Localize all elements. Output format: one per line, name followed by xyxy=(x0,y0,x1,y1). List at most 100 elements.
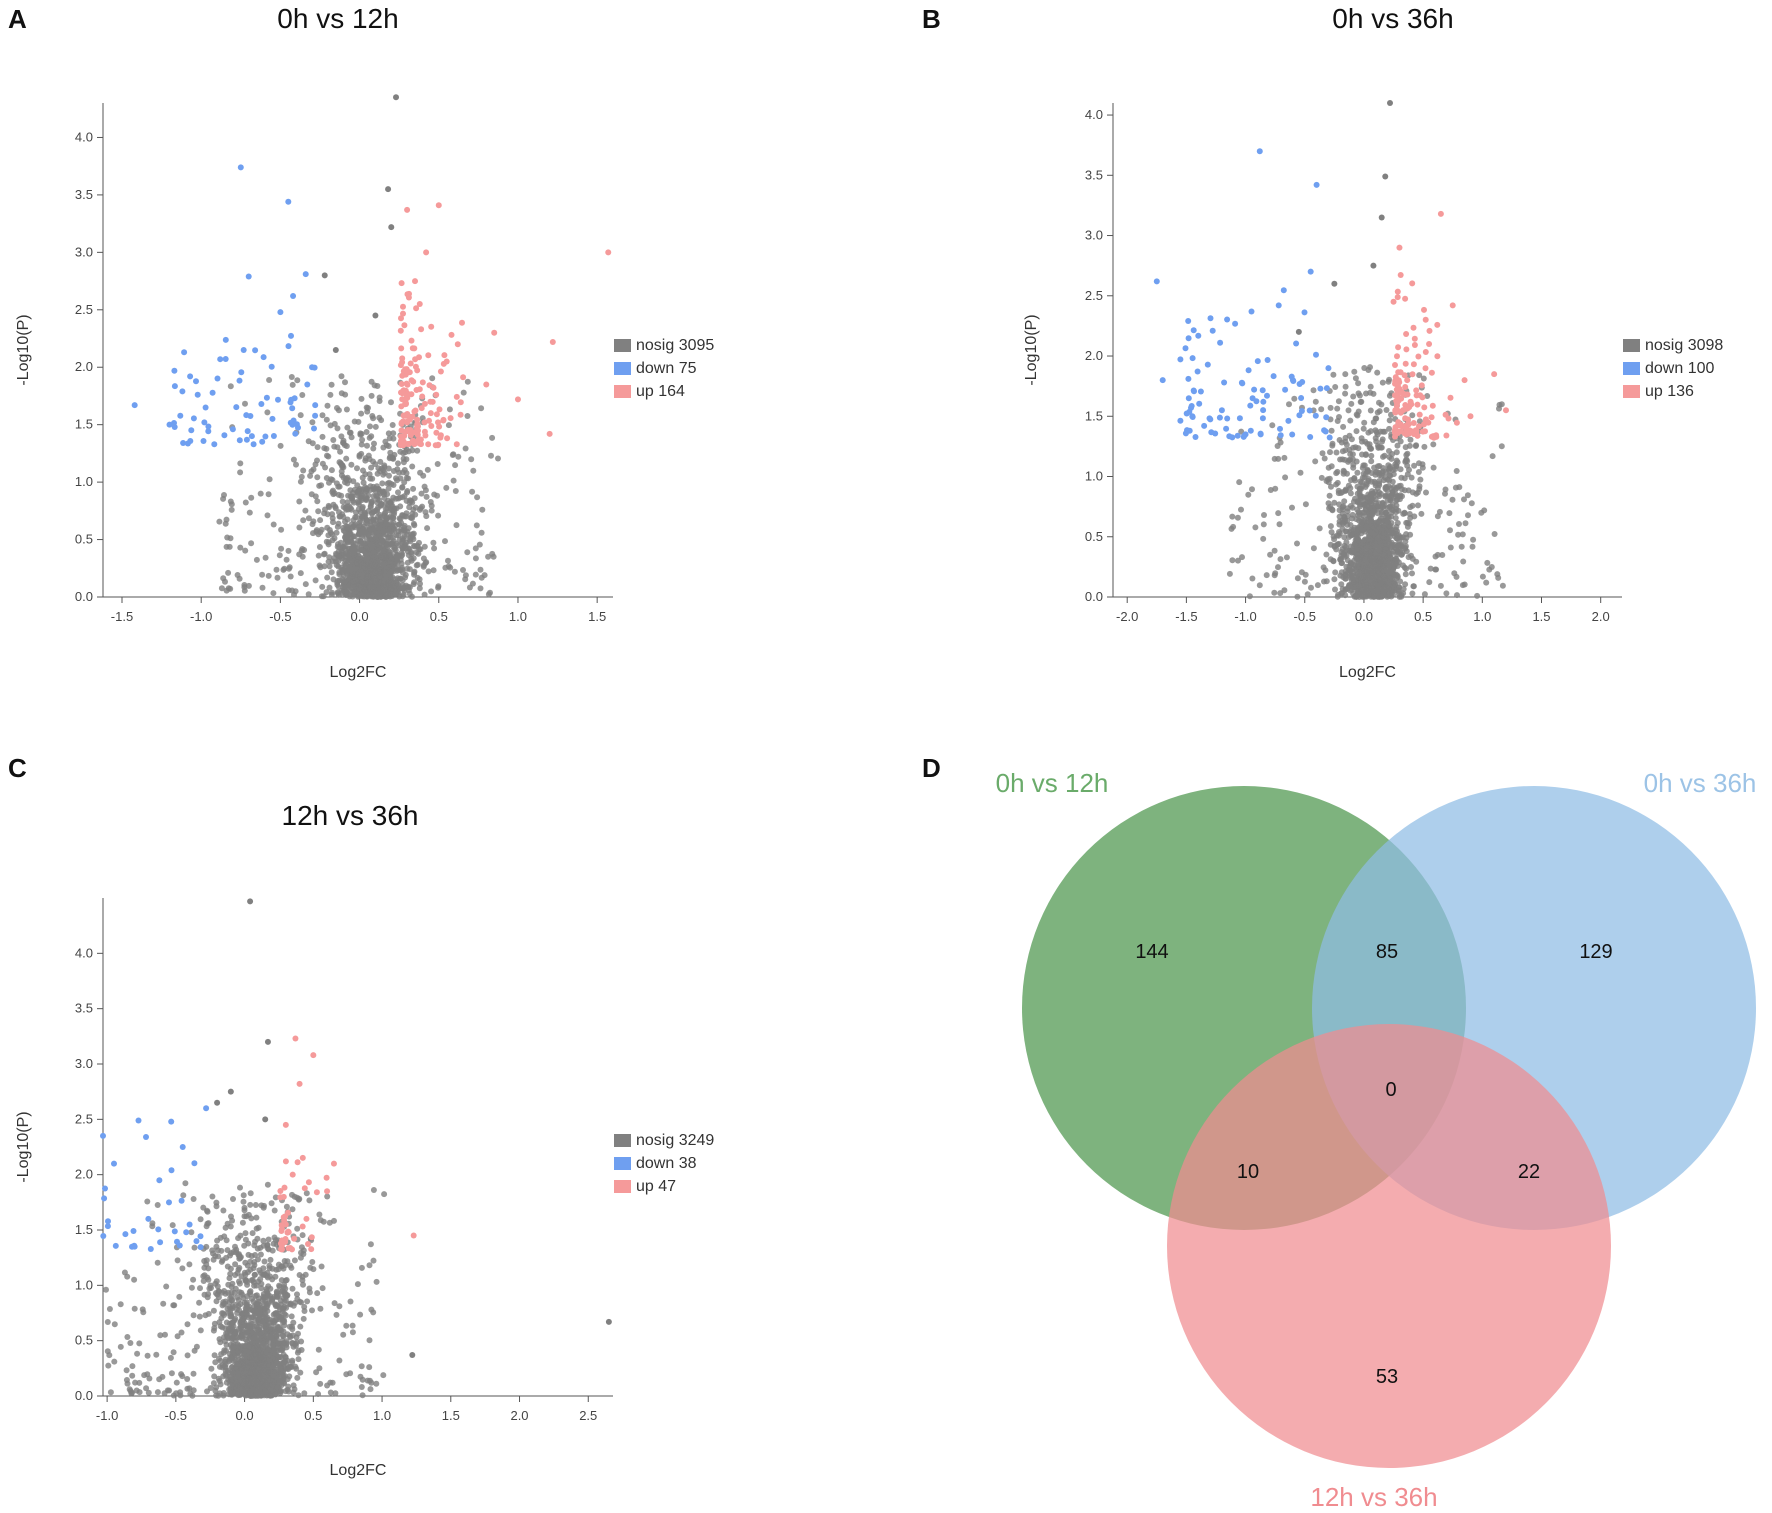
down-points xyxy=(131,164,319,448)
nosig-point xyxy=(1375,444,1382,451)
down-point xyxy=(1288,373,1295,380)
nosig-point xyxy=(291,1257,298,1264)
nosig-point xyxy=(326,554,333,561)
nosig-point xyxy=(1291,395,1298,402)
nosig-point xyxy=(330,437,337,443)
nosig-point xyxy=(1338,590,1345,597)
nosig-point xyxy=(237,469,244,476)
nosig-point xyxy=(390,494,397,501)
up-point xyxy=(398,381,405,387)
up-point xyxy=(1442,411,1449,418)
up-point xyxy=(1428,414,1435,421)
up-point xyxy=(402,400,409,406)
nosig-point xyxy=(1334,532,1340,539)
nosig-point xyxy=(1491,531,1498,537)
nosig-point xyxy=(344,474,351,481)
nosig-point xyxy=(358,1384,365,1390)
nosig-point xyxy=(1489,453,1496,460)
nosig-point xyxy=(350,552,357,559)
nosig-point xyxy=(430,539,437,546)
nosig-point xyxy=(1249,486,1255,493)
down-point xyxy=(1189,355,1196,362)
nosig-point xyxy=(376,414,383,421)
nosig-point xyxy=(1488,564,1495,570)
up-point xyxy=(413,305,420,312)
nosig-points xyxy=(103,898,612,1399)
nosig-point xyxy=(1368,458,1375,465)
nosig-point xyxy=(1393,463,1400,469)
nosig-point xyxy=(315,508,322,515)
nosig-point xyxy=(1385,514,1392,521)
nosig-point xyxy=(1339,448,1346,455)
nosig-point xyxy=(1348,400,1355,407)
nosig-point xyxy=(1249,575,1256,582)
nosig-point xyxy=(1275,564,1281,571)
nosig-point xyxy=(188,1284,195,1291)
nosig-point xyxy=(1267,551,1274,558)
nosig-point xyxy=(223,587,230,594)
nosig-point xyxy=(1392,515,1399,521)
nosig-point xyxy=(374,383,381,389)
nosig-point xyxy=(1386,417,1393,424)
down-point xyxy=(1264,392,1270,399)
nosig-point xyxy=(1364,516,1371,523)
down-point xyxy=(1323,385,1330,392)
nosig-point xyxy=(323,416,330,423)
up-point xyxy=(1422,365,1429,372)
nosig-point xyxy=(409,463,416,470)
up-point xyxy=(409,413,416,420)
nosig-point xyxy=(1301,578,1308,585)
x-tick-label: 0.0 xyxy=(351,609,369,624)
down-point xyxy=(1289,431,1296,438)
nosig-point xyxy=(1433,566,1440,573)
nosig-point xyxy=(1361,462,1368,469)
nosig-point xyxy=(328,476,335,483)
up-point xyxy=(425,352,432,359)
nosig-point xyxy=(352,565,358,572)
nosig-point xyxy=(378,514,385,520)
down-point xyxy=(1204,361,1211,368)
y-tick-label: 0.5 xyxy=(1085,529,1103,544)
nosig-point xyxy=(248,540,255,547)
nosig-point xyxy=(1327,449,1333,456)
down-point xyxy=(1240,433,1247,440)
nosig-point xyxy=(1376,538,1383,545)
nosig-point xyxy=(368,516,375,523)
nosig-point xyxy=(294,377,301,384)
nosig-point xyxy=(1283,554,1290,561)
up-point xyxy=(419,393,426,400)
up-point xyxy=(436,406,443,413)
x-tick-label: -1.5 xyxy=(1175,609,1197,624)
nosig-point xyxy=(134,1350,141,1357)
up-point xyxy=(1403,346,1410,353)
down-point xyxy=(179,388,186,395)
up-point xyxy=(1405,430,1412,437)
down-point xyxy=(1159,377,1166,384)
volcano-plot-b: 0h vs 36h-2.0 -1.5 -1.0 -0.5 0.0 0.5 1.0 1.5 2.0… xyxy=(1023,3,1723,681)
nosig-point xyxy=(349,524,356,531)
up-point xyxy=(404,206,411,213)
nosig-point xyxy=(1384,536,1391,543)
nosig-point xyxy=(1294,540,1300,547)
up-point xyxy=(1403,331,1410,337)
nosig-point xyxy=(358,395,365,402)
nosig-point xyxy=(347,530,354,537)
nosig-point xyxy=(1408,564,1414,570)
nosig-point xyxy=(324,574,331,581)
nosig-point xyxy=(236,1278,242,1285)
nosig-point xyxy=(1357,523,1364,529)
nosig-point xyxy=(1379,379,1386,386)
nosig-point xyxy=(1423,489,1429,496)
nosig-point xyxy=(1397,482,1404,489)
nosig-point xyxy=(293,461,299,468)
nosig-point xyxy=(1328,529,1335,536)
nosig-point xyxy=(399,544,406,551)
nosig-point xyxy=(428,507,435,514)
nosig-point xyxy=(317,1380,324,1387)
up-point xyxy=(1394,430,1401,436)
up-point xyxy=(447,415,454,422)
nosig-point xyxy=(241,584,248,591)
nosig-point xyxy=(1294,575,1301,582)
